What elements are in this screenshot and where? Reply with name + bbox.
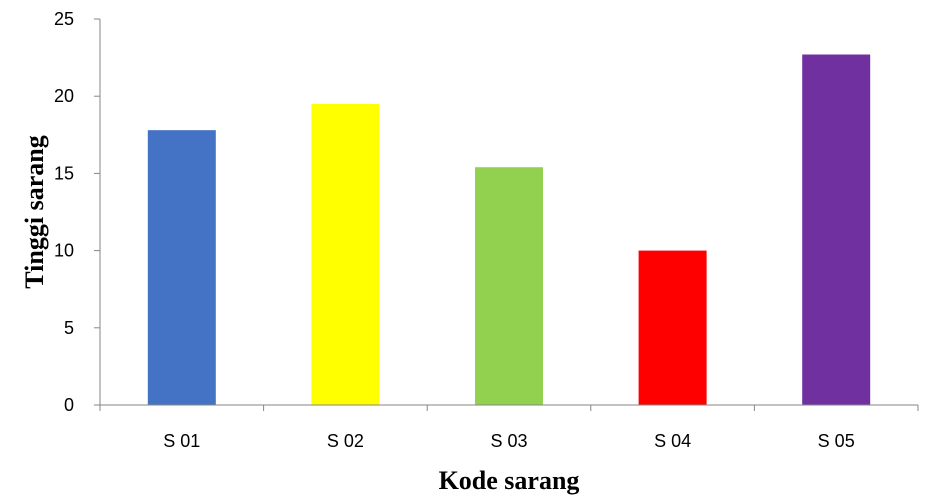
bar-s-05	[802, 54, 871, 406]
y-tick-label: 20	[54, 86, 74, 106]
y-tick-label: 25	[54, 9, 74, 29]
x-axis-title: Kode sarang	[439, 466, 580, 495]
y-axis-ticks: 0 5 10 15 20 25	[54, 9, 100, 415]
x-tick-label: S 03	[490, 431, 527, 451]
y-tick-label: 5	[64, 318, 74, 338]
bar-s-03	[475, 167, 543, 405]
x-tick-label: S 01	[163, 431, 200, 451]
x-tick-label: S 02	[327, 431, 364, 451]
bar-s-04	[638, 250, 707, 405]
bars-group	[147, 54, 871, 406]
y-tick-label: 15	[54, 163, 74, 183]
x-tick-label: S 04	[654, 431, 691, 451]
x-axis-ticks: S 01 S 02 S 03 S 04 S 05	[99, 405, 919, 451]
y-tick-label: 0	[64, 395, 74, 415]
y-axis-title: Tinggi sarang	[20, 135, 49, 288]
bar-s-01	[147, 130, 216, 405]
x-tick-label: S 05	[818, 431, 855, 451]
y-tick-label: 10	[54, 241, 74, 261]
bar-s-02	[311, 103, 380, 406]
